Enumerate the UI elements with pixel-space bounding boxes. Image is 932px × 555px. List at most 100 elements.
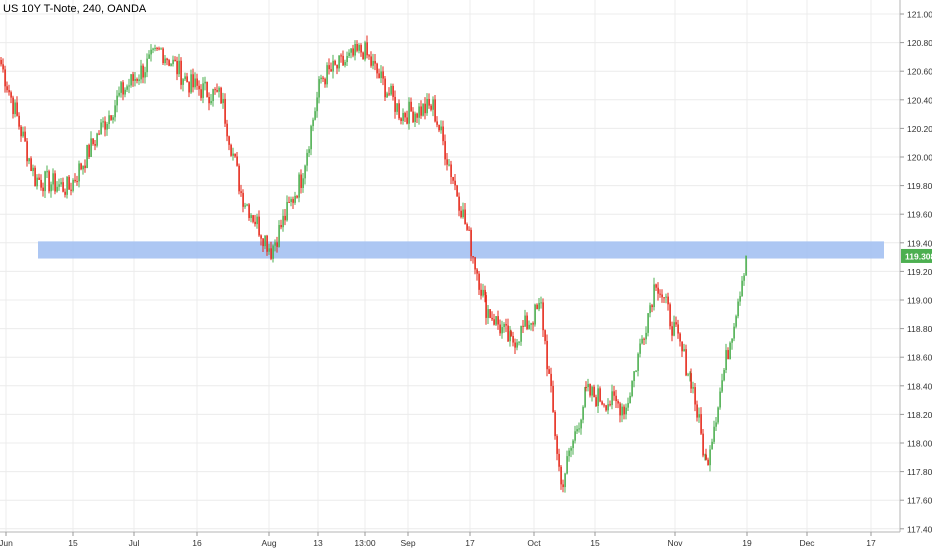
candle[interactable]	[110, 115, 112, 121]
candle[interactable]	[412, 107, 414, 124]
candle[interactable]	[705, 448, 707, 461]
candle[interactable]	[647, 313, 649, 337]
candle[interactable]	[733, 322, 735, 342]
candle[interactable]	[158, 46, 160, 51]
candle[interactable]	[623, 404, 625, 420]
candle[interactable]	[224, 93, 226, 128]
candle[interactable]	[276, 236, 278, 253]
candle[interactable]	[574, 425, 576, 444]
candle[interactable]	[86, 144, 88, 169]
candle[interactable]	[424, 97, 426, 120]
candle[interactable]	[316, 91, 318, 118]
candle[interactable]	[240, 184, 242, 197]
candle[interactable]	[122, 80, 124, 101]
candle[interactable]	[302, 173, 304, 193]
candle[interactable]	[368, 54, 370, 60]
candle[interactable]	[741, 276, 743, 297]
candle[interactable]	[464, 203, 466, 225]
candle[interactable]	[54, 170, 56, 195]
candle[interactable]	[128, 78, 130, 94]
candle[interactable]	[692, 381, 694, 394]
candle[interactable]	[136, 77, 138, 84]
candle[interactable]	[564, 472, 566, 493]
candle[interactable]	[679, 332, 681, 347]
candle[interactable]	[152, 47, 154, 54]
candle[interactable]	[118, 86, 120, 98]
candle[interactable]	[208, 92, 210, 111]
candle[interactable]	[501, 320, 503, 339]
candle[interactable]	[230, 143, 232, 157]
candle[interactable]	[667, 292, 669, 311]
candle[interactable]	[418, 102, 420, 125]
candle[interactable]	[617, 399, 619, 409]
candle[interactable]	[362, 51, 364, 60]
candle[interactable]	[450, 160, 452, 185]
candle[interactable]	[655, 283, 657, 292]
candle[interactable]	[552, 380, 554, 413]
candle[interactable]	[566, 450, 568, 475]
candle[interactable]	[50, 181, 52, 198]
candle[interactable]	[210, 93, 212, 106]
candle[interactable]	[236, 152, 238, 167]
candle[interactable]	[20, 125, 22, 142]
candle[interactable]	[98, 130, 100, 136]
candle[interactable]	[556, 434, 558, 461]
candle[interactable]	[308, 146, 310, 157]
candle[interactable]	[474, 256, 476, 275]
candle[interactable]	[148, 50, 150, 59]
candle[interactable]	[370, 51, 372, 68]
candle[interactable]	[4, 65, 6, 93]
candle[interactable]	[28, 157, 30, 165]
candle[interactable]	[675, 316, 677, 327]
candle[interactable]	[388, 87, 390, 97]
candle[interactable]	[178, 53, 180, 78]
candle[interactable]	[186, 72, 188, 83]
candle[interactable]	[685, 344, 687, 377]
candle[interactable]	[212, 88, 214, 107]
candle[interactable]	[290, 196, 292, 207]
candle[interactable]	[398, 99, 400, 121]
candle[interactable]	[348, 49, 350, 59]
candle[interactable]	[570, 446, 572, 458]
time-axis[interactable]: Jun 15 Jul 16 Aug 13 13:00 Sep 17 Oct 15 Nov 19 Dec 17	[0, 532, 876, 548]
candle[interactable]	[56, 181, 58, 193]
candle[interactable]	[456, 184, 458, 197]
candle[interactable]	[532, 321, 534, 332]
candle[interactable]	[683, 343, 685, 352]
candle[interactable]	[432, 96, 434, 117]
candle[interactable]	[384, 76, 386, 101]
candle[interactable]	[160, 47, 162, 50]
candle[interactable]	[482, 283, 484, 298]
candle[interactable]	[694, 383, 696, 412]
candle[interactable]	[206, 81, 208, 98]
candle[interactable]	[677, 319, 679, 339]
candle[interactable]	[130, 74, 132, 88]
candle[interactable]	[466, 222, 468, 231]
candle[interactable]	[8, 84, 10, 96]
candle[interactable]	[144, 66, 146, 84]
candle[interactable]	[737, 298, 739, 319]
candle[interactable]	[124, 87, 126, 98]
candle[interactable]	[735, 314, 737, 329]
candle[interactable]	[480, 283, 482, 300]
candle[interactable]	[721, 373, 723, 393]
candle[interactable]	[336, 64, 338, 75]
candle[interactable]	[460, 206, 462, 219]
candle[interactable]	[274, 239, 276, 252]
candle[interactable]	[698, 407, 700, 423]
candle[interactable]	[495, 316, 497, 326]
candle[interactable]	[0, 57, 2, 67]
candle[interactable]	[528, 320, 530, 330]
candle[interactable]	[216, 83, 218, 93]
candle[interactable]	[595, 394, 597, 408]
resistance-zone[interactable]	[38, 241, 884, 259]
candle[interactable]	[202, 77, 204, 104]
candle[interactable]	[320, 74, 322, 84]
candle[interactable]	[242, 189, 244, 213]
candle[interactable]	[444, 134, 446, 166]
candle[interactable]	[404, 111, 406, 123]
candle[interactable]	[256, 213, 258, 229]
candle[interactable]	[200, 84, 202, 101]
candle[interactable]	[663, 297, 665, 304]
candle[interactable]	[232, 147, 234, 161]
